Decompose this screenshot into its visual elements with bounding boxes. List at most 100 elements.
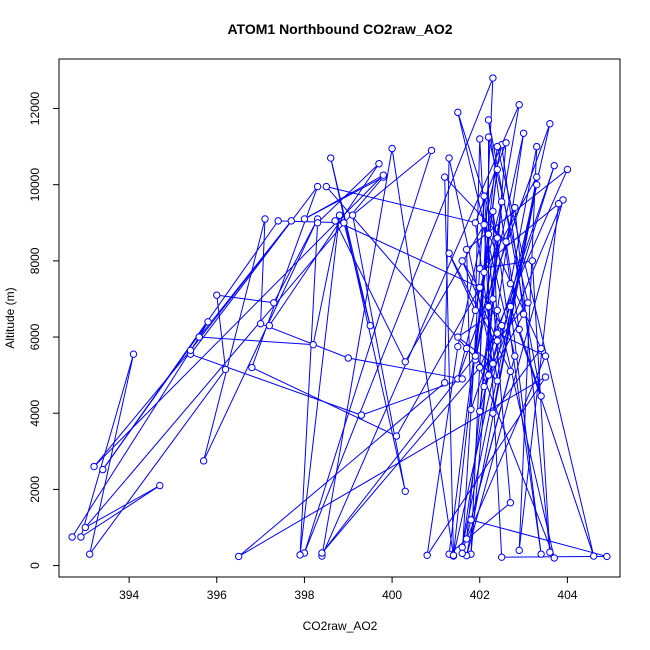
data-point [300, 215, 309, 223]
data-point [497, 553, 506, 561]
series-segment [89, 369, 226, 555]
data-point [77, 533, 85, 541]
data-point [458, 549, 466, 558]
series-segment [479, 138, 503, 558]
data-point [493, 377, 501, 385]
series-segment [466, 199, 564, 556]
data-point [550, 554, 558, 562]
series-segment [260, 218, 266, 324]
data-point [524, 299, 532, 307]
data-point [90, 462, 98, 471]
data-point [480, 268, 488, 276]
series-segment [488, 136, 529, 303]
data-point [366, 321, 374, 330]
data-point [537, 344, 545, 353]
data-point [506, 302, 515, 311]
data-point [467, 516, 475, 524]
series-segment [444, 176, 507, 243]
y-axis: 0 2000 4000 6000 8000 10000 12000 [28, 92, 59, 569]
data-point [506, 499, 515, 507]
series-segment [509, 146, 538, 284]
data-point [331, 217, 339, 225]
series-segment [479, 367, 555, 559]
series-segment [496, 302, 529, 342]
data-point [423, 551, 431, 559]
series-segment [352, 150, 432, 216]
series-points [68, 74, 611, 562]
series-segment [321, 148, 393, 557]
data-point [484, 230, 493, 238]
series-segment [260, 323, 349, 359]
data-point [129, 350, 138, 358]
data-point [427, 146, 436, 155]
series-segment [80, 485, 161, 538]
data-point [590, 552, 598, 560]
series-segment [203, 218, 266, 461]
series-segment [457, 123, 551, 380]
data-point [489, 409, 497, 417]
data-point [471, 219, 480, 227]
data-point [327, 154, 335, 162]
data-point [537, 392, 545, 400]
x-tick-label: 394 [119, 588, 139, 602]
series-segment [452, 146, 498, 556]
series-segment [312, 215, 340, 345]
data-point [533, 173, 541, 181]
data-point [511, 352, 519, 360]
data-point [344, 354, 352, 362]
series-segment [448, 157, 494, 364]
data-point [480, 220, 488, 229]
data-point [287, 217, 295, 225]
data-point [541, 373, 550, 381]
data-point [357, 411, 366, 419]
series-segment [391, 148, 454, 557]
series-segment [492, 142, 507, 299]
data-point [497, 198, 506, 206]
data-point [248, 363, 256, 372]
y-tick-label: 8000 [28, 247, 42, 274]
data-point [270, 299, 278, 307]
data-point [493, 142, 501, 151]
series-segment [85, 485, 161, 528]
data-point [313, 182, 322, 191]
series-segment [268, 163, 380, 326]
x-axis: 394 396 398 400 402 404 [119, 577, 578, 602]
data-point [515, 101, 523, 109]
series-segment [80, 354, 134, 538]
data-point [458, 375, 466, 383]
data-point [484, 302, 493, 311]
series-segment [334, 220, 480, 288]
data-point [449, 551, 458, 559]
data-point [489, 295, 497, 303]
series-segment [457, 112, 498, 239]
data-point [537, 550, 545, 558]
series-segment [479, 298, 494, 412]
data-point [476, 283, 484, 292]
series-segment [466, 355, 546, 540]
series-segment [199, 336, 314, 346]
series-segment [483, 176, 538, 273]
data-point [401, 487, 409, 496]
data-point [458, 543, 466, 551]
data-point [493, 337, 501, 345]
y-tick-label: 0 [28, 562, 42, 569]
data-point [489, 207, 497, 216]
series-segment [426, 346, 459, 556]
data-point [546, 120, 554, 128]
series-segment [84, 176, 384, 528]
data-point [340, 219, 348, 227]
data-point [550, 161, 558, 170]
y-tick-label: 4000 [28, 400, 42, 427]
series-segment [426, 376, 546, 556]
series-segment [352, 215, 406, 492]
data-point [603, 552, 611, 561]
data-point [476, 363, 484, 372]
data-point [313, 219, 322, 227]
data-point [480, 192, 488, 200]
series-segment [509, 306, 542, 555]
series-segment [321, 104, 520, 557]
chart-title: ATOM1 Northbound CO2raw_AO2 [227, 21, 452, 37]
x-tick-label: 402 [470, 588, 490, 602]
series-segment [203, 218, 319, 462]
